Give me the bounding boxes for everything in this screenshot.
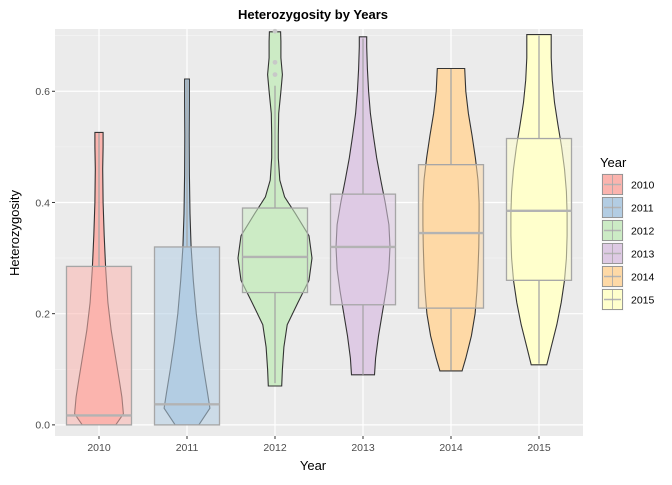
- y-axis: 0.0 0.2 0.4 0.6: [35, 86, 55, 432]
- legend-title: Year: [600, 155, 627, 170]
- x-tick-label: 2013: [351, 442, 375, 454]
- x-tick-label: 2014: [439, 442, 463, 454]
- x-tick-label: 2010: [87, 442, 111, 454]
- y-tick-label: 0.2: [35, 308, 50, 320]
- panel-background: [55, 29, 583, 436]
- legend-label-2014: 2014: [631, 272, 655, 284]
- x-axis-title: Year: [300, 458, 327, 473]
- y-tick-label: 0.6: [35, 86, 50, 98]
- legend-label-2010: 2010: [631, 180, 655, 192]
- box-2014: [417, 164, 485, 309]
- legend-label-2012: 2012: [631, 226, 655, 238]
- box-2010: [65, 265, 133, 426]
- outlier-point: [272, 59, 278, 65]
- chart-title: Heterozygosity by Years: [238, 7, 388, 22]
- x-tick-label: 2015: [527, 442, 551, 454]
- box-2013: [329, 193, 397, 306]
- y-axis-title: Heterozygosity: [7, 190, 22, 276]
- x-tick-label: 2011: [176, 442, 199, 454]
- plot-panel: [55, 28, 583, 436]
- box-2012: [241, 207, 309, 294]
- x-axis: 2010 2011 2012 2013 2014 2015: [87, 436, 551, 454]
- y-tick-label: 0.4: [35, 197, 50, 209]
- legend-label-2013: 2013: [631, 249, 655, 261]
- outlier-point: [272, 28, 278, 34]
- legend: Year 2010 2011 2012 2013 2014 2015: [600, 155, 655, 312]
- outlier-point: [272, 72, 278, 77]
- y-tick-label: 0.0: [35, 420, 50, 432]
- x-tick-label: 2012: [263, 442, 287, 454]
- legend-label-2011: 2011: [631, 203, 654, 215]
- box-2011: [153, 246, 221, 426]
- box-2015: [505, 137, 573, 281]
- legend-label-2015: 2015: [631, 295, 655, 307]
